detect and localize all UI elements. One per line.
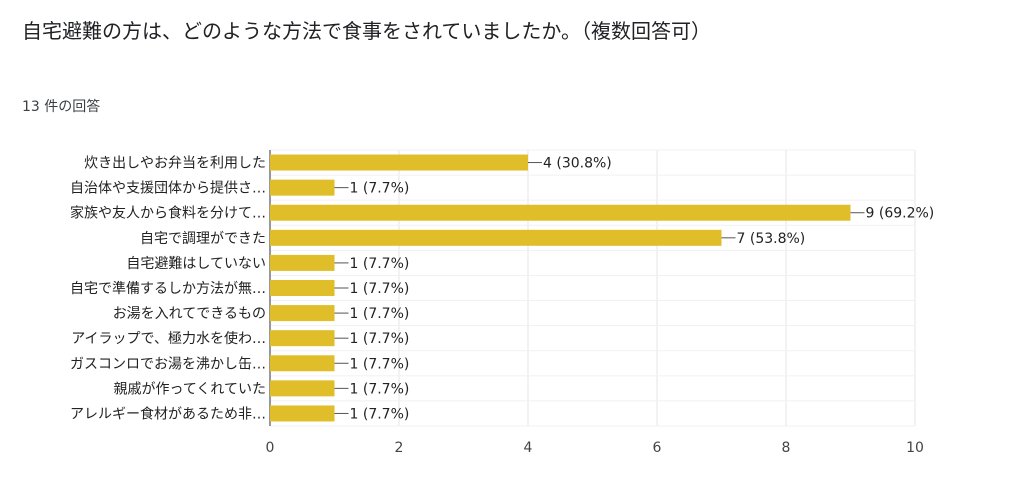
- x-tick-label: 4: [524, 440, 533, 456]
- x-tick-label: 2: [395, 440, 404, 456]
- category-label: アレルギー食材があるため非…: [70, 405, 266, 422]
- data-label: 1 (7.7%): [350, 406, 410, 422]
- bar: [270, 179, 335, 196]
- bar: [270, 405, 335, 422]
- data-label: 1 (7.7%): [350, 381, 410, 397]
- bar: [270, 380, 335, 397]
- category-label: 自宅で準備するしか方法が無…: [70, 281, 266, 297]
- data-label: 7 (53.8%): [737, 231, 806, 247]
- category-label: アイラップで、極力水を使わ…: [71, 330, 266, 347]
- x-tick-label: 8: [782, 440, 791, 456]
- x-tick-label: 0: [266, 440, 275, 456]
- category-label: 家族や友人から食料を分けて…: [70, 205, 266, 222]
- bar: [270, 280, 335, 296]
- x-tick-label: 10: [906, 440, 924, 456]
- data-label: 1 (7.7%): [350, 256, 410, 272]
- category-label: 自治体や支援団体から提供さ…: [70, 181, 266, 197]
- data-label: 1 (7.7%): [350, 356, 410, 372]
- bar: [270, 254, 335, 271]
- category-label: 自宅で調理ができた: [140, 231, 266, 247]
- category-label: ガスコンロでお湯を沸かし缶…: [70, 355, 266, 372]
- data-label: 1 (7.7%): [350, 306, 410, 322]
- category-label: 炊き出しやお弁当を利用した: [84, 156, 266, 172]
- category-label: 自宅避難はしていない: [126, 256, 266, 272]
- bar: [270, 154, 528, 171]
- x-tick-label: 6: [653, 440, 662, 456]
- bar: [270, 330, 335, 347]
- category-label: お湯を入れてできるもの: [113, 305, 266, 322]
- data-label: 9 (69.2%): [866, 206, 935, 222]
- data-label: 1 (7.7%): [350, 281, 410, 297]
- data-label: 4 (30.8%): [543, 156, 612, 172]
- response-count: 13 件の回答: [22, 99, 101, 115]
- question-title: 自宅避難の方は、どのような方法で食事をされていましたか。（複数回答可）: [22, 19, 711, 43]
- data-label: 1 (7.7%): [350, 331, 410, 347]
- bar: [270, 229, 722, 246]
- bar: [270, 355, 335, 372]
- bar: [270, 204, 851, 221]
- bar: [270, 305, 335, 322]
- data-label: 1 (7.7%): [350, 181, 410, 197]
- category-label: 親戚が作ってくれていた: [114, 381, 266, 397]
